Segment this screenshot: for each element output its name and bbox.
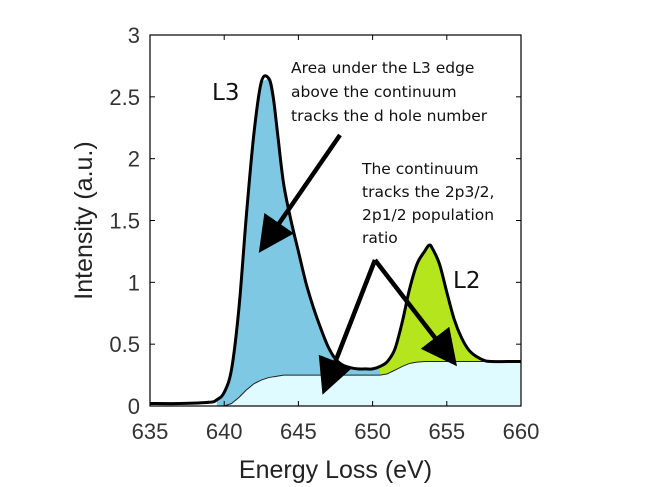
l3-peak-area [216, 78, 381, 406]
x-tick-label: 660 [503, 419, 540, 444]
annotation-line: The continuum [361, 160, 479, 178]
annotation-line: tracks the 2p3/2, [362, 183, 494, 201]
y-tick-label: 0 [128, 394, 140, 419]
annotation-line: 2p1/2 population [362, 206, 494, 224]
y-tick-label: 0.5 [109, 332, 140, 357]
annotation-line: above the continuum [291, 83, 457, 101]
axis-ticks: 635 640 645 650 655 660 0 0.5 1 1.5 2 2.5 3 [109, 23, 539, 444]
x-tick-label: 650 [354, 419, 391, 444]
l3-peak-label: L3 [212, 80, 239, 106]
l2-peak-label: L2 [453, 268, 480, 294]
l3-area-annotation: Area under the L3 edge above the continu… [291, 59, 488, 125]
l3-area-arrow [258, 133, 342, 253]
x-tick-label: 635 [132, 419, 169, 444]
y-tick-label: 1.5 [109, 209, 140, 234]
annotation-arrows [258, 133, 457, 395]
continuum-annotation: The continuum tracks the 2p3/2, 2p1/2 po… [361, 160, 499, 247]
y-tick-label: 2.5 [109, 85, 140, 110]
y-tick-label: 2 [128, 147, 140, 172]
x-axis-label: Energy Loss (eV) [239, 456, 432, 484]
x-tick-label: 645 [280, 419, 317, 444]
annotation-line: tracks the d hole number [291, 107, 488, 125]
continuum-arrow-left [318, 259, 378, 395]
y-tick-label: 1 [128, 270, 140, 295]
x-tick-label: 655 [428, 419, 465, 444]
annotation-line: Area under the L3 edge [291, 59, 474, 77]
x-tick-label: 640 [206, 419, 243, 444]
y-tick-label: 3 [128, 23, 140, 48]
continuum-arrow-right [373, 258, 457, 367]
annotation-line: ratio [362, 229, 398, 247]
y-axis-label: Intensity (a.u.) [70, 141, 98, 299]
